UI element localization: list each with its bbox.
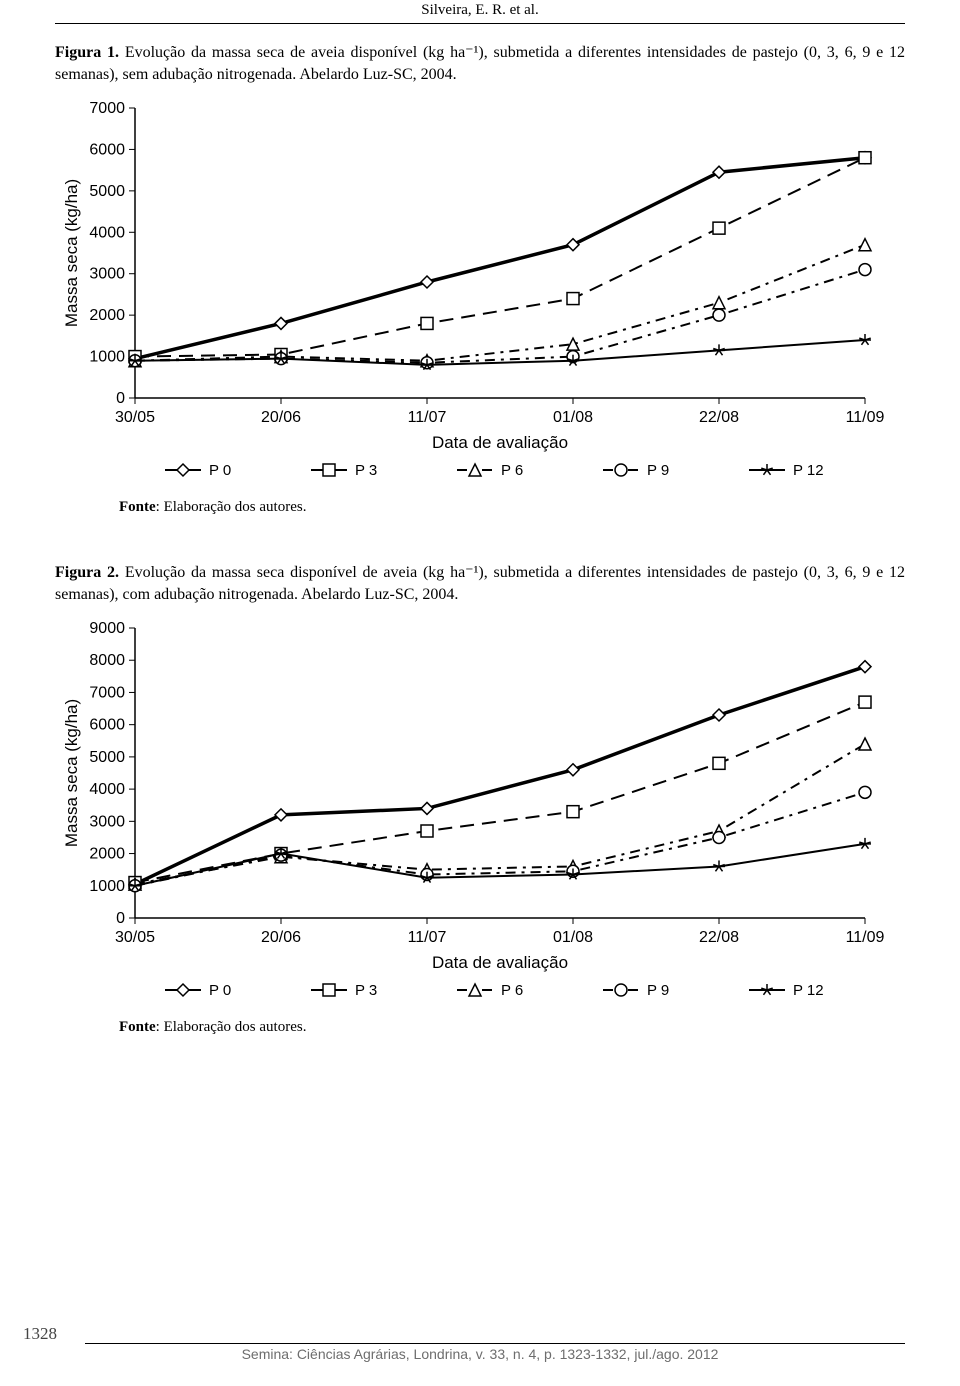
figure2-source: Fonte: Elaboração dos autores. [119, 1019, 905, 1036]
svg-text:11/07: 11/07 [408, 929, 447, 946]
svg-text:4000: 4000 [89, 224, 125, 241]
svg-text:20/06: 20/06 [261, 409, 301, 426]
svg-text:0: 0 [116, 390, 125, 407]
svg-text:22/08: 22/08 [699, 929, 739, 946]
figure1-caption-text: Evolução da massa seca de aveia disponív… [55, 44, 905, 83]
svg-text:4000: 4000 [89, 781, 125, 798]
figure1-label: Figura 1. [55, 44, 119, 61]
figure2-label: Figura 2. [55, 564, 119, 581]
footer-rule [85, 1343, 905, 1344]
footer-citation: Semina: Ciências Agrárias, Londrina, v. … [55, 1346, 905, 1362]
svg-text:5000: 5000 [89, 749, 125, 766]
figure1-source: Fonte: Elaboração dos autores. [119, 499, 905, 516]
svg-text:3000: 3000 [89, 266, 125, 283]
svg-text:Massa seca (kg/ha): Massa seca (kg/ha) [62, 699, 81, 847]
page-number: 1328 [23, 1324, 57, 1344]
figure1-chart: 0 1000 2000 3000 4000 5000 6000 7000 30/05 20/06 1… [55, 93, 905, 493]
svg-text:20/06: 20/06 [261, 929, 301, 946]
svg-text:11/07: 11/07 [408, 409, 447, 426]
svg-text:2000: 2000 [89, 307, 125, 324]
svg-text:9000: 9000 [89, 620, 125, 637]
figure2-caption: Figura 2. Evolução da massa seca disponí… [55, 562, 905, 605]
svg-text:Data de avaliação: Data de avaliação [432, 433, 568, 452]
figure1-caption: Figura 1. Evolução da massa seca de avei… [55, 42, 905, 85]
svg-text:P 6: P 6 [501, 462, 523, 479]
svg-text:1000: 1000 [89, 349, 125, 366]
figure1-source-label: Fonte [119, 499, 156, 515]
svg-text:P 3: P 3 [355, 982, 377, 999]
svg-text:7000: 7000 [89, 100, 125, 117]
running-head: Silveira, E. R. et al. [55, 0, 905, 24]
svg-text:01/08: 01/08 [553, 929, 593, 946]
svg-text:1000: 1000 [89, 878, 125, 895]
svg-text:P 3: P 3 [355, 462, 377, 479]
svg-text:22/08: 22/08 [699, 409, 739, 426]
svg-text:01/08: 01/08 [553, 409, 593, 426]
svg-text:P 6: P 6 [501, 982, 523, 999]
svg-text:11/09: 11/09 [846, 929, 885, 946]
footer: 1328 Semina: Ciências Agrárias, Londrina… [55, 1343, 905, 1362]
figure2-chart: 0 1000 2000 3000 4000 5000 6000 7000 8000 9000 30/… [55, 613, 905, 1013]
svg-text:5000: 5000 [89, 183, 125, 200]
svg-text:3000: 3000 [89, 814, 125, 831]
figure2-source-text: : Elaboração dos autores. [156, 1019, 307, 1035]
svg-text:P 12: P 12 [793, 982, 824, 999]
figure1-source-text: : Elaboração dos autores. [156, 499, 307, 515]
svg-text:30/05: 30/05 [115, 929, 155, 946]
svg-text:Data de avaliação: Data de avaliação [432, 953, 568, 972]
svg-text:8000: 8000 [89, 653, 125, 670]
svg-text:P 12: P 12 [793, 462, 824, 479]
svg-text:0: 0 [116, 910, 125, 927]
svg-text:30/05: 30/05 [115, 409, 155, 426]
svg-text:P 0: P 0 [209, 982, 231, 999]
svg-text:P 9: P 9 [647, 982, 669, 999]
svg-text:Massa seca (kg/ha): Massa seca (kg/ha) [62, 179, 81, 327]
svg-text:2000: 2000 [89, 846, 125, 863]
figure2-source-label: Fonte [119, 1019, 156, 1035]
figure2-caption-text: Evolução da massa seca disponível de ave… [55, 564, 905, 603]
svg-text:6000: 6000 [89, 142, 125, 159]
svg-text:11/09: 11/09 [846, 409, 885, 426]
svg-text:7000: 7000 [89, 685, 125, 702]
svg-text:P 9: P 9 [647, 462, 669, 479]
svg-text:P 0: P 0 [209, 462, 231, 479]
svg-text:6000: 6000 [89, 717, 125, 734]
